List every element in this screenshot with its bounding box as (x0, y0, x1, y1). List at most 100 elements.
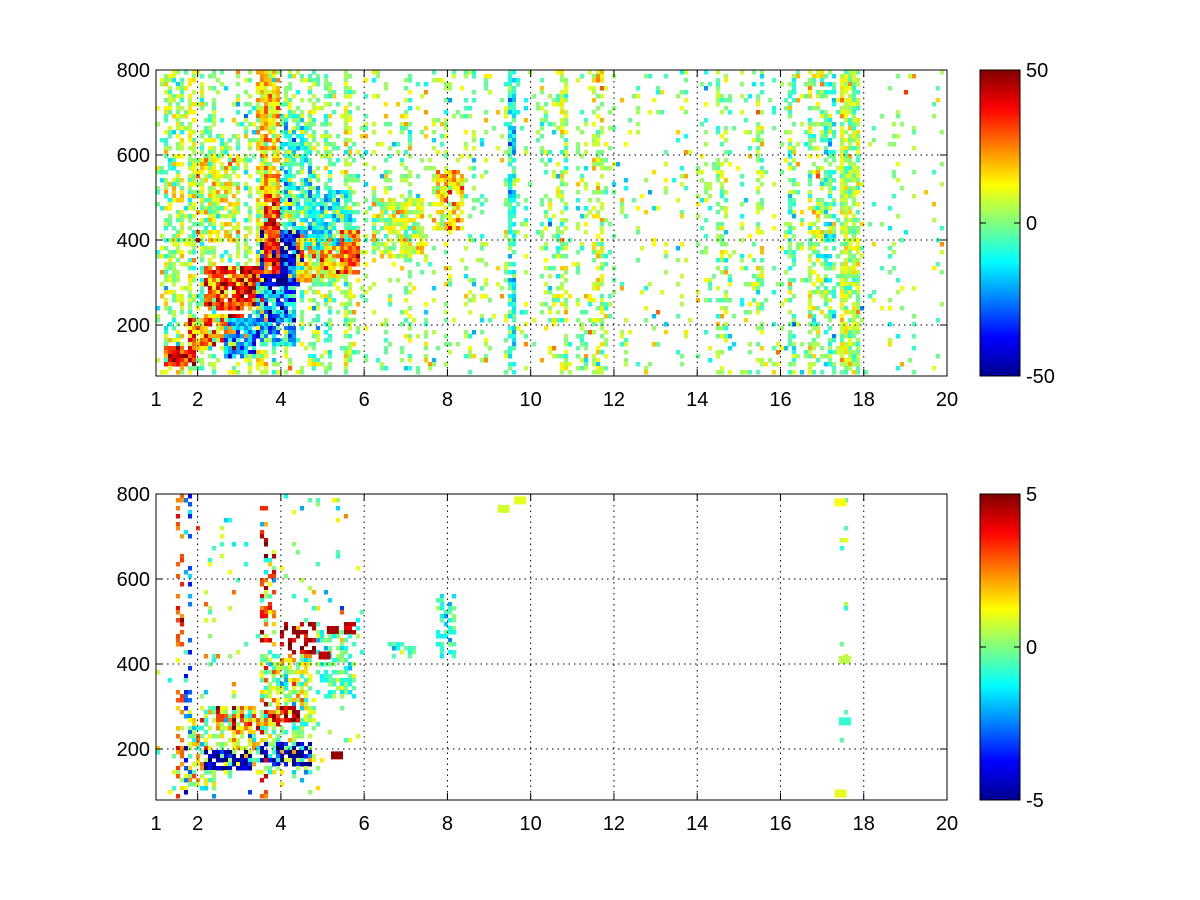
heatmap-cell (444, 266, 448, 271)
heatmap-cell (348, 90, 352, 95)
heatmap-cell (268, 122, 272, 127)
heatmap-cell (824, 294, 828, 299)
heatmap-cell (564, 246, 568, 251)
heatmap-cell (564, 310, 568, 315)
heatmap-cell (840, 342, 844, 347)
heatmap-cell (212, 766, 216, 771)
heatmap-cell (264, 90, 268, 95)
heatmap-cell (552, 298, 556, 303)
heatmap-cell (356, 246, 360, 251)
heatmap-cell (268, 162, 272, 167)
heatmap-cell (592, 322, 596, 327)
heatmap-cell (248, 334, 252, 339)
heatmap-cell (564, 226, 568, 231)
heatmap-cell (828, 306, 832, 311)
heatmap-cell (192, 174, 196, 179)
heatmap-cell (288, 70, 292, 75)
heatmap-cell (268, 218, 272, 223)
heatmap-cell (292, 226, 296, 231)
heatmap-cell (176, 126, 180, 131)
heatmap-cell (856, 134, 860, 139)
heatmap-cell (584, 310, 588, 315)
heatmap-cell (560, 190, 564, 195)
heatmap-cell (344, 366, 348, 371)
heatmap-cell (260, 86, 264, 91)
heatmap-cell (564, 338, 568, 343)
heatmap-cell (260, 182, 264, 187)
heatmap-cell (308, 306, 312, 311)
heatmap-cell (416, 202, 420, 207)
heatmap-cell (796, 162, 800, 167)
heatmap-cell (720, 170, 724, 175)
heatmap-cell (444, 222, 448, 227)
heatmap-cell (820, 78, 824, 83)
heatmap-cell (220, 254, 224, 259)
heatmap-cell (532, 318, 536, 323)
heatmap-cell (248, 146, 252, 151)
heatmap-cell (224, 330, 228, 335)
heatmap-cell (264, 142, 268, 147)
heatmap-cell (260, 350, 264, 355)
heatmap-cell (260, 310, 264, 315)
heatmap-cell (756, 326, 760, 331)
heatmap-cell (820, 310, 824, 315)
heatmap-cell (204, 758, 208, 763)
heatmap-cell (816, 210, 820, 215)
heatmap-cell (272, 306, 276, 311)
heatmap-cell (332, 206, 336, 211)
heatmap-cell (252, 122, 256, 127)
heatmap-cell (744, 282, 748, 287)
heatmap-cell (236, 246, 240, 251)
heatmap-cell (340, 234, 344, 239)
heatmap-cell (248, 266, 252, 271)
heatmap-cell (188, 190, 192, 195)
heatmap-cell (328, 122, 332, 127)
heatmap-cell (220, 746, 224, 751)
heatmap-cell (208, 210, 212, 215)
heatmap-cell (240, 278, 244, 283)
heatmap-cell (636, 94, 640, 99)
heatmap-cell (580, 130, 584, 135)
heatmap-cell (848, 126, 852, 131)
heatmap-cell (340, 210, 344, 215)
heatmap-cell (388, 294, 392, 299)
heatmap-cell (464, 302, 468, 307)
heatmap-cell (188, 162, 192, 167)
heatmap-cell (180, 186, 184, 191)
heatmap-cell (220, 542, 224, 547)
heatmap-cell (376, 142, 380, 147)
heatmap-cell (508, 126, 512, 131)
heatmap-cell (284, 334, 288, 339)
heatmap-cell (480, 138, 484, 143)
heatmap-cell (188, 366, 192, 371)
heatmap-cell (504, 198, 508, 203)
heatmap-cell (824, 110, 828, 115)
heatmap-cell (164, 206, 168, 211)
heatmap-cell (220, 226, 224, 231)
heatmap-cell (584, 186, 588, 191)
heatmap-cell (536, 138, 540, 143)
heatmap-cell (820, 202, 824, 207)
heatmap-cell (560, 354, 564, 359)
heatmap-cell (216, 306, 220, 311)
heatmap-cell (324, 146, 328, 151)
heatmap-cell (356, 238, 360, 243)
heatmap-cell (828, 238, 832, 243)
heatmap-cell (556, 230, 560, 235)
heatmap-cell (900, 306, 904, 311)
heatmap-cell (728, 110, 732, 115)
heatmap-cell (380, 206, 384, 211)
heatmap-cell (364, 250, 368, 255)
heatmap-cell (852, 318, 856, 323)
heatmap-cell (604, 218, 608, 223)
heatmap-cell (472, 330, 476, 335)
heatmap-cell (232, 282, 236, 287)
heatmap-cell (828, 298, 832, 303)
heatmap-cell (552, 174, 556, 179)
heatmap-cell (816, 198, 820, 203)
heatmap-cell (836, 346, 840, 351)
heatmap-cell (608, 294, 612, 299)
heatmap-cell (724, 322, 728, 327)
heatmap-cell (200, 106, 204, 111)
heatmap-cell (404, 290, 408, 295)
